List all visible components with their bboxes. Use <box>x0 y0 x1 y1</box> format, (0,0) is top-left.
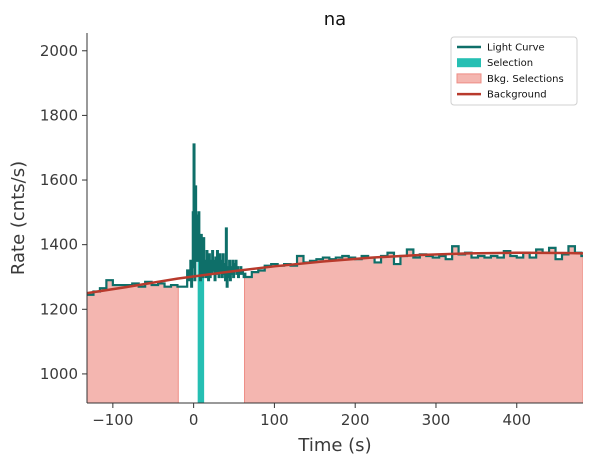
y-tick-label: 1600 <box>40 171 78 189</box>
chart-title: na <box>324 9 346 30</box>
legend-label-4: Background <box>487 90 547 101</box>
x-axis-title: Time (s) <box>297 435 371 456</box>
plot-clip-group <box>87 143 583 403</box>
y-tick-label: 1200 <box>40 300 78 318</box>
y-tick-label: 2000 <box>40 42 78 60</box>
bkg-selection-region-1 <box>87 279 179 403</box>
legend-label-3: Bkg. Selections <box>487 74 564 85</box>
x-tick-label: 200 <box>341 411 370 429</box>
y-tick-label: 1000 <box>40 365 78 383</box>
legend-label-2: Selection <box>487 58 533 69</box>
legend-box <box>450 36 578 106</box>
background-model-line <box>87 251 583 295</box>
legend-swatch-3 <box>456 73 482 84</box>
x-tick-label: −100 <box>92 411 133 429</box>
y-tick-label: 1800 <box>40 106 78 124</box>
x-tick-label: 300 <box>422 411 451 429</box>
light-curve-line <box>87 143 583 296</box>
plot-area <box>87 143 583 403</box>
x-tick-label: 400 <box>502 411 531 429</box>
y-axis-title: Rate (cnts/s) <box>8 161 29 275</box>
legend-label-1: Light Curve <box>487 43 545 54</box>
y-tick-label: 1400 <box>40 236 78 254</box>
legend-swatch-2 <box>457 58 481 68</box>
x-tick-label: 100 <box>260 411 289 429</box>
x-tick-label: 0 <box>189 411 199 429</box>
axes: −100 0 100 200 300 400 1000 1200 1400 1600 1800 200… <box>40 33 583 429</box>
bkg-selection-region-2 <box>244 245 583 403</box>
legend: Light Curve Selection Bkg. Selections Backg… <box>450 36 578 106</box>
